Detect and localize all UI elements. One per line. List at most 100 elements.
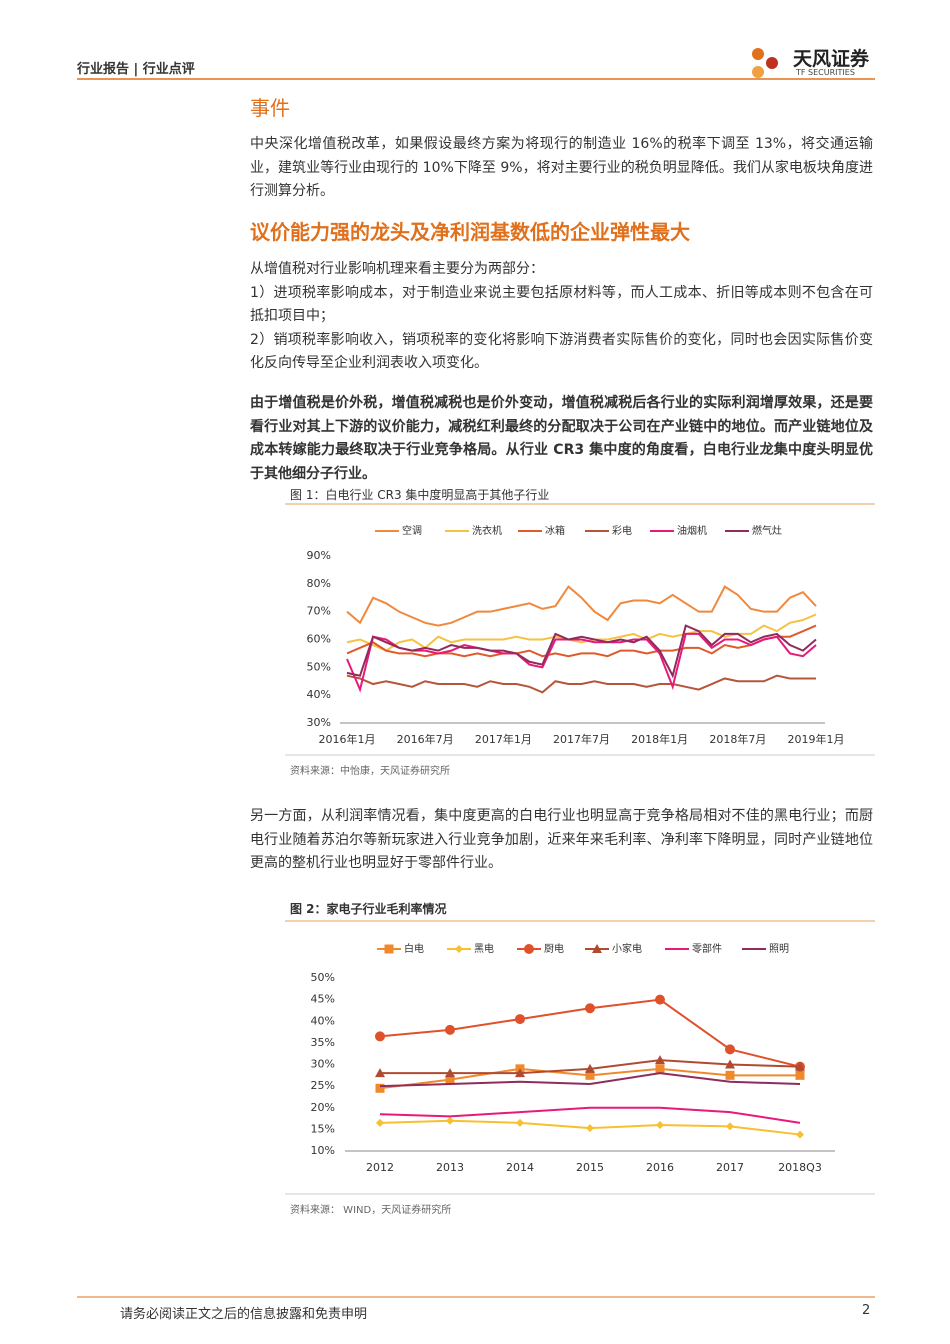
marker — [655, 1064, 665, 1074]
marker — [726, 1122, 734, 1131]
legend-label: 彩电 — [612, 524, 632, 537]
y-tick-label: 15% — [311, 1122, 335, 1135]
legend-label: 零部件 — [692, 942, 722, 955]
marker — [445, 1024, 455, 1035]
marker — [725, 1059, 735, 1069]
line: 2）销项税率影响收入，销项税率的变化将影响下游消费者实际售价的变化，同时也会因实… — [250, 331, 873, 372]
paragraph: 从增值税对行业影响机理来看主要分为两部分： 1）进项税率影响成本，对于制造业来说… — [250, 258, 873, 376]
y-tick-label: 40% — [307, 688, 331, 701]
marker — [795, 1061, 805, 1071]
marker — [656, 1121, 664, 1130]
series-line — [346, 674, 816, 694]
marker — [795, 1061, 805, 1072]
y-tick-label: 90% — [307, 549, 331, 562]
section-title: 事件 — [250, 96, 290, 120]
series-line — [346, 624, 817, 658]
y-tick-label: 30% — [311, 1058, 335, 1071]
section-title: 议价能力强的龙头及净利润基数低的企业弹性最大 — [250, 220, 690, 244]
header-left: 行业报告 | 行业点评 — [77, 62, 195, 77]
series-line — [379, 1072, 801, 1088]
x-tick-label: 2016年7月 — [397, 732, 454, 746]
marker — [592, 944, 602, 953]
marker — [586, 1124, 594, 1133]
marker — [376, 1118, 384, 1127]
marker — [515, 1068, 525, 1078]
y-tick-label: 40% — [311, 1014, 335, 1027]
series-line — [380, 1059, 801, 1075]
x-tick-label: 2017年7月 — [553, 732, 610, 746]
x-tick-label: 2014 — [506, 1161, 534, 1174]
paragraph: 中央深化增值税改革，如果假设最终方案为将现行的制造业 16%的税率下调至 13%… — [250, 136, 873, 199]
marker — [725, 1070, 735, 1080]
x-tick-label: 2019年1月 — [788, 732, 845, 746]
marker — [375, 1031, 385, 1042]
x-tick-label: 2012 — [366, 1161, 394, 1174]
logo-dot — [752, 66, 764, 78]
marker — [384, 944, 394, 954]
x-tick-label: 2018Q3 — [778, 1161, 822, 1174]
legend-label: 燃气灶 — [752, 524, 782, 537]
series-line — [379, 998, 801, 1068]
marker — [515, 1064, 525, 1074]
marker — [515, 1014, 525, 1025]
line: 1）进项税率影响成本，对于制造业来说主要包括原材料等，而人工成本、折旧等成本则不… — [250, 284, 873, 325]
x-tick-label: 2013 — [436, 1161, 464, 1174]
line: 从增值税对行业影响机理来看主要分为两部分： — [250, 261, 544, 277]
x-tick-label: 2015 — [576, 1161, 604, 1174]
figure-caption: 图 2：家电子行业毛利率情况 — [290, 902, 447, 916]
logo-dot — [766, 57, 778, 69]
logo-sub: TF SECURITIES — [796, 68, 855, 77]
page-number: 2 — [862, 1303, 871, 1318]
figure-caption: 图 1：白电行业 CR3 集中度明显高于其他子行业 — [290, 488, 550, 502]
series-line — [379, 1106, 801, 1124]
y-tick-label: 10% — [311, 1144, 335, 1157]
figure-source: 资料来源： WIND，天风证券研究所 — [290, 1205, 452, 1216]
legend-label: 小家电 — [612, 942, 642, 955]
series-line — [346, 585, 817, 627]
marker — [585, 1070, 595, 1080]
y-tick-label: 50% — [311, 971, 335, 984]
logo-dot — [752, 48, 764, 60]
paragraph: 另一方面，从利润率情况看，集中度更高的白电行业也明显高于竞争格局相对不佳的黑电行… — [250, 808, 873, 871]
x-tick-label: 2017 — [716, 1161, 744, 1174]
marker — [375, 1083, 385, 1093]
marker — [446, 1116, 454, 1125]
legend-label: 黑电 — [474, 942, 494, 955]
marker — [585, 1063, 595, 1073]
marker — [524, 944, 534, 954]
marker — [585, 1003, 595, 1014]
legend-label: 厨电 — [544, 942, 564, 955]
x-tick-label: 2017年1月 — [475, 732, 532, 746]
y-tick-label: 50% — [307, 660, 331, 673]
footer-text: 请务必阅读正文之后的信息披露和免责申明 — [120, 1307, 368, 1322]
y-tick-label: 20% — [311, 1101, 335, 1114]
marker — [445, 1068, 455, 1078]
y-tick-label: 35% — [311, 1036, 335, 1049]
legend-label: 冰箱 — [545, 524, 565, 537]
marker — [795, 1070, 805, 1080]
marker — [445, 1075, 455, 1085]
legend-label: 空调 — [402, 524, 422, 537]
legend-label: 油烟机 — [677, 524, 707, 537]
series-line — [346, 624, 817, 679]
logo: 天风证券 — [793, 48, 870, 70]
marker — [516, 1118, 524, 1127]
y-tick-label: 30% — [307, 716, 331, 729]
bold-paragraph: 由于增值税是价外税，增值税减税也是价外变动，增值税减税后各行业的实际利润增厚效果… — [250, 395, 873, 482]
marker — [725, 1044, 735, 1055]
legend-label: 洗衣机 — [472, 524, 502, 537]
series-line — [379, 1067, 800, 1090]
series-line — [379, 1119, 801, 1136]
y-tick-label: 70% — [307, 605, 331, 618]
marker — [796, 1130, 804, 1139]
legend-label: 照明 — [769, 943, 789, 955]
y-tick-label: 60% — [307, 633, 331, 646]
y-tick-label: 80% — [307, 577, 331, 590]
x-tick-label: 2016年1月 — [319, 732, 376, 746]
legend-label: 白电 — [404, 942, 424, 955]
series-line — [346, 613, 817, 652]
x-tick-label: 2016 — [646, 1161, 674, 1174]
x-tick-label: 2018年7月 — [709, 732, 766, 746]
y-tick-label: 25% — [311, 1079, 335, 1092]
